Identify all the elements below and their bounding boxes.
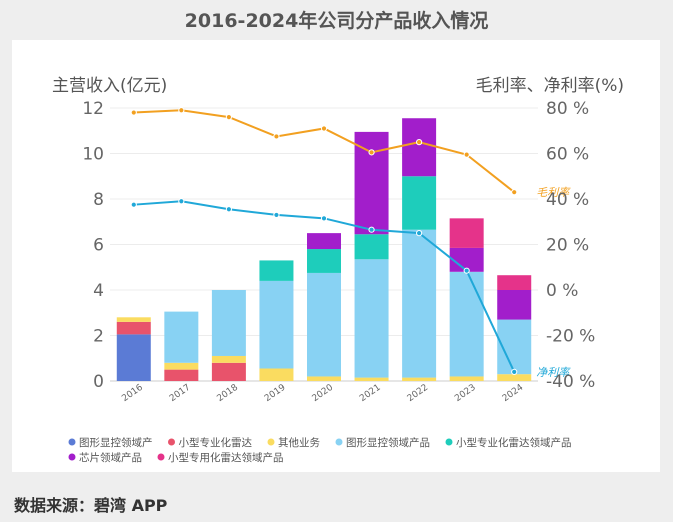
x-tick-label: 2018 xyxy=(215,383,240,404)
bar-segment xyxy=(497,374,532,381)
line-point xyxy=(225,206,232,213)
series-end-label: 毛利率 xyxy=(536,186,571,199)
legend-marker xyxy=(68,438,76,446)
y-tick-right: 60 % xyxy=(546,145,589,165)
bar-segment xyxy=(211,362,246,381)
bar-segment xyxy=(402,377,437,381)
bar-segment xyxy=(307,376,341,381)
x-tick-label: 2023 xyxy=(453,383,477,404)
bar-segment xyxy=(307,233,341,250)
bar-segment xyxy=(402,176,437,230)
y-axis-label-right: 毛利率、净利率(%) xyxy=(476,76,624,96)
line-point xyxy=(463,151,470,158)
y-tick-right: 40 % xyxy=(546,190,589,210)
bar-segment xyxy=(497,275,532,290)
chart-card: 毛利率 净利率 0 -40 % 2 -20 % 4 0 % 6 20 % 8 40 % 10 60 % 1… xyxy=(12,40,660,472)
bar-segment xyxy=(116,321,151,335)
y-axis-label-left: 主营收入(亿元) xyxy=(52,76,167,96)
y-tick-left: 6 xyxy=(93,236,104,256)
legend-item: 小型专业化雷达领域产品 xyxy=(456,436,572,449)
y-tick-right: 0 % xyxy=(546,281,578,301)
legend-item: 小型专用化雷达领域产品 xyxy=(168,451,284,464)
legend-marker xyxy=(157,453,165,461)
legend-marker xyxy=(68,453,76,461)
source-note: 数据来源：碧湾 APP xyxy=(14,496,168,515)
legend-item: 图形显控领域产 xyxy=(79,436,153,449)
line-point xyxy=(320,125,328,132)
y-tick-right: -40 % xyxy=(546,372,595,392)
legend-marker xyxy=(335,438,343,446)
bar-segment xyxy=(449,247,484,272)
y-tick-left: 0 xyxy=(93,372,104,392)
y-tick-left: 10 xyxy=(82,145,104,165)
x-tick-label: 2020 xyxy=(311,383,336,404)
line-point xyxy=(368,226,375,233)
bar-segment xyxy=(164,311,199,363)
line-point xyxy=(416,230,423,237)
y-tick-left: 8 xyxy=(93,190,104,210)
line-point xyxy=(225,114,232,121)
bar-segment xyxy=(449,376,484,381)
line-point xyxy=(178,107,185,114)
x-tick-label: 2017 xyxy=(168,383,192,404)
y-tick-left: 4 xyxy=(93,281,104,301)
line-point xyxy=(511,189,518,196)
line-point xyxy=(511,368,518,375)
series-line xyxy=(133,109,515,193)
bar-segment xyxy=(449,218,484,248)
line-point xyxy=(178,198,185,205)
line-point xyxy=(368,149,375,156)
bar-segment xyxy=(307,249,341,273)
legend-marker xyxy=(445,438,453,446)
bar-segment xyxy=(307,272,341,377)
x-tick-label: 2019 xyxy=(263,383,288,404)
bar-segment xyxy=(354,377,389,381)
bar-segment xyxy=(497,290,532,320)
line-point xyxy=(130,201,137,208)
line-point xyxy=(416,139,423,146)
bar-segment xyxy=(116,334,151,381)
bar-segment xyxy=(259,368,294,381)
y-tick-right: 80 % xyxy=(546,99,589,119)
line-point xyxy=(273,133,280,140)
page-title: 2016-2024年公司分产品收入情况 xyxy=(184,10,489,32)
legend-marker xyxy=(267,438,275,446)
legend-item: 芯片领域产品 xyxy=(79,451,142,464)
y-tick-right: -20 % xyxy=(546,327,595,347)
bar-segment xyxy=(164,362,199,370)
x-tick-label: 2024 xyxy=(501,383,526,404)
bar-segment xyxy=(449,271,484,377)
bar-segment xyxy=(354,234,389,260)
line-point xyxy=(130,109,137,116)
x-tick-label: 2022 xyxy=(406,383,430,404)
y-tick-right: 20 % xyxy=(546,236,589,256)
bar-segment xyxy=(259,260,294,281)
bar-segment xyxy=(164,369,199,381)
x-tick-label: 2016 xyxy=(120,383,145,404)
legend-item: 小型专业化雷达 xyxy=(179,436,253,449)
legend: 图形显控领域产 小型专业化雷达 其他业务 图形显控领域产品 小型专业化雷达领域产品芯片领… xyxy=(68,436,572,464)
legend-item: 其他业务 xyxy=(278,436,320,449)
line-point xyxy=(320,215,328,222)
bar-segment xyxy=(211,355,246,363)
y-tick-left: 12 xyxy=(82,99,104,119)
bar-segment xyxy=(116,317,151,322)
bar-segment xyxy=(211,290,246,356)
legend-marker xyxy=(168,438,175,446)
y-tick-left: 2 xyxy=(93,327,104,347)
bar-segment xyxy=(402,118,437,177)
line-point xyxy=(273,211,280,219)
series-end-label: 净利率 xyxy=(536,366,571,379)
legend-item: 图形显控领域产品 xyxy=(346,436,430,449)
bar-segment xyxy=(259,280,294,369)
bar-segment xyxy=(354,259,389,378)
line-point xyxy=(463,267,470,274)
bar-segment xyxy=(402,229,437,378)
bars xyxy=(116,118,532,381)
x-tick-label: 2021 xyxy=(358,383,382,404)
